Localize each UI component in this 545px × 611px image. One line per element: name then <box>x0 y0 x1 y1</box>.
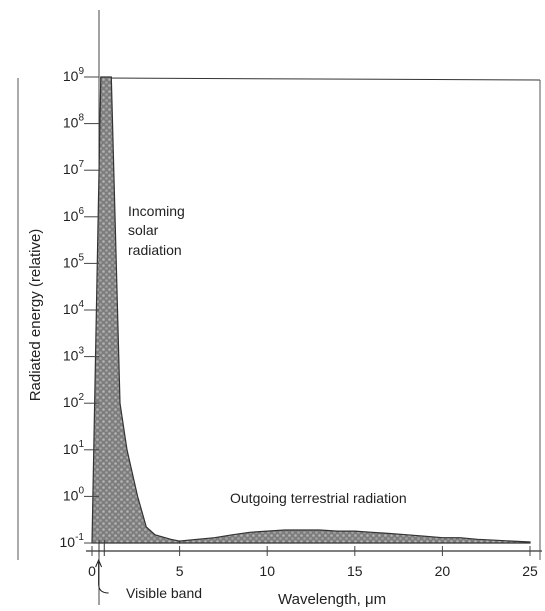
y-tick-label: 104 <box>63 299 85 317</box>
x-tick-label: 15 <box>347 563 363 579</box>
solar-radiation-area <box>91 76 181 544</box>
y-tick-label: 106 <box>63 206 85 224</box>
y-axis-title: Radiated energy (relative) <box>27 229 44 402</box>
visible-band-arrow <box>95 558 109 594</box>
radiation-fills <box>91 76 531 544</box>
visible-band-label: Visible band <box>126 585 202 601</box>
x-tick-label: 10 <box>259 563 275 579</box>
x-tick-label: 20 <box>435 563 451 579</box>
y-axis-ticks: 10-1 100 101 102 103 104 105 106 107 108 109 <box>60 66 99 550</box>
solar-label-line-3: radiation <box>128 242 182 258</box>
frame-top <box>99 77 541 81</box>
annotations: Incoming solar radiation Outgoing terres… <box>126 203 407 601</box>
visible-band-marker <box>95 540 109 594</box>
y-tick-label: 108 <box>63 113 85 131</box>
terrestrial-radiation-area <box>179 529 531 544</box>
x-tick-label: 5 <box>176 563 184 579</box>
y-tick-label: 100 <box>63 485 85 503</box>
solar-label-line-1: Incoming <box>128 203 185 219</box>
y-tick-label: 10-1 <box>60 532 85 550</box>
x-tick-label: 0 <box>88 563 96 579</box>
y-tick-label: 101 <box>63 439 85 457</box>
x-axis-ticks: 0 5 10 15 20 25 <box>88 546 538 579</box>
y-tick-label: 102 <box>63 392 85 410</box>
terrestrial-label: Outgoing terrestrial radiation <box>230 490 407 506</box>
y-tick-label: 107 <box>63 159 85 177</box>
x-axis-title: Wavelength, μm <box>278 591 386 608</box>
y-tick-label: 109 <box>63 66 85 84</box>
y-tick-label: 105 <box>63 252 85 270</box>
x-tick-label: 25 <box>522 563 538 579</box>
y-tick-label: 103 <box>63 346 85 364</box>
solar-label-line-2: solar <box>128 222 159 238</box>
